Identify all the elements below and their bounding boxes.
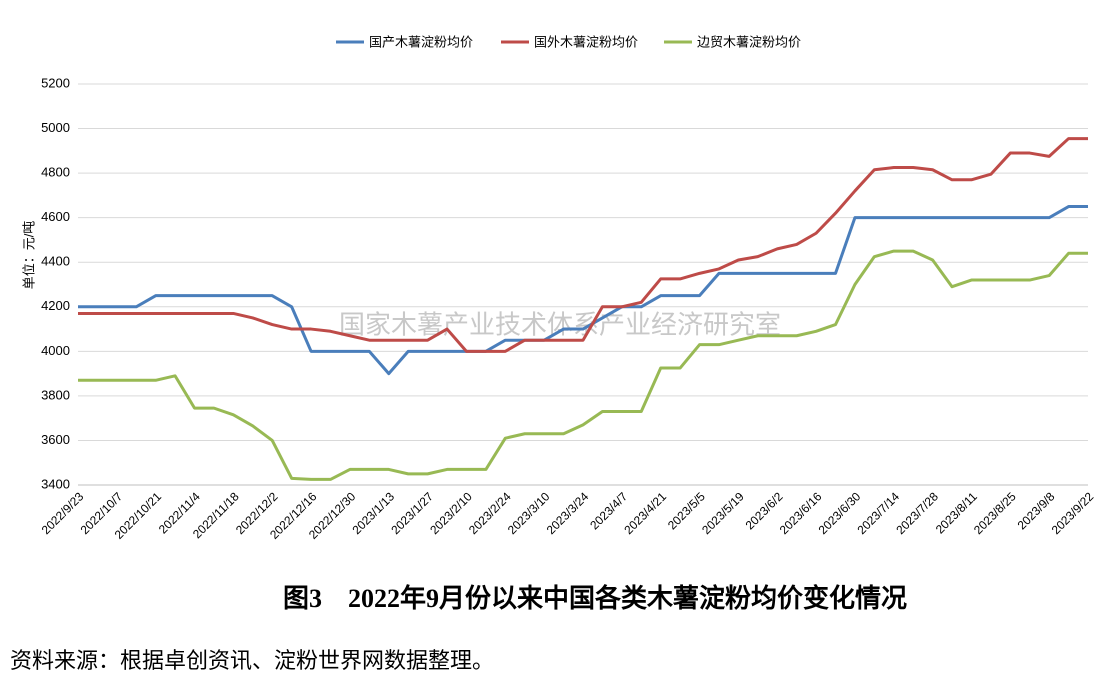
x-tick-label: 2023/9/22	[1049, 489, 1097, 537]
y-tick-label: 4400	[41, 254, 70, 269]
x-tick-label: 2023/5/19	[699, 489, 747, 537]
legend-label: 国产木薯淀粉均价	[369, 34, 473, 49]
legend-label: 边贸木薯淀粉均价	[697, 34, 801, 49]
x-tick-label: 2023/4/21	[621, 489, 669, 537]
y-tick-label: 5000	[41, 120, 70, 135]
x-tick-label: 2023/3/24	[544, 489, 592, 537]
y-tick-label: 4200	[41, 298, 70, 313]
series-line	[78, 205, 1088, 376]
y-tick-label: 4800	[41, 165, 70, 180]
x-tick-label: 2023/7/28	[893, 489, 941, 537]
y-tick-label: 3800	[41, 387, 70, 402]
series-line	[78, 137, 1088, 353]
y-tick-label: 4000	[41, 343, 70, 358]
y-tick-label: 3400	[41, 476, 70, 491]
chart-title: 图3 2022年9月份以来中国各类木薯淀粉均价变化情况	[283, 583, 907, 613]
watermark: 国家木薯产业技术体系产业经济研究室	[339, 311, 781, 341]
series-line	[78, 249, 1088, 481]
y-axis-label: 单位：元/吨	[21, 221, 36, 290]
source-note: 资料来源：根据卓创资讯、淀粉世界网数据整理。	[10, 649, 494, 674]
y-tick-label: 3600	[41, 432, 70, 447]
y-tick-label: 4600	[41, 209, 70, 224]
legend-label: 国外木薯淀粉均价	[534, 34, 638, 49]
y-tick-label: 5200	[41, 75, 70, 90]
x-tick-label: 2023/8/25	[971, 489, 1019, 537]
